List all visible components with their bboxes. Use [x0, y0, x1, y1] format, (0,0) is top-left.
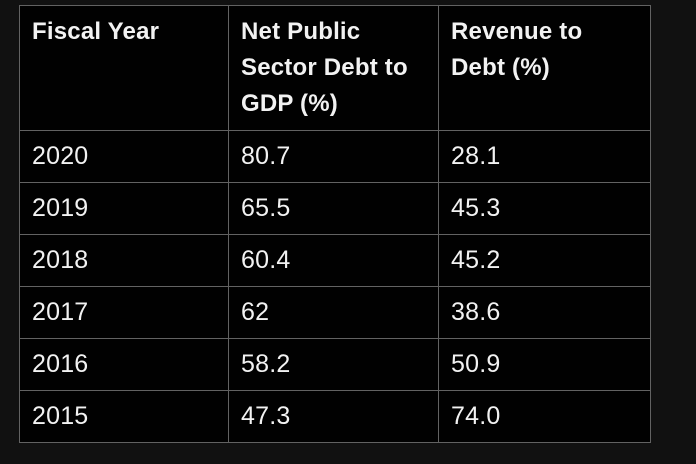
fiscal-year-cell: 2015	[19, 390, 229, 443]
table-body: 2020 80.7 28.1 2019 65.5 45.3 2018 60.4 …	[19, 130, 651, 443]
fiscal-debt-table: Fiscal Year Net Public Sector Debt to GD…	[19, 5, 651, 443]
fiscal-year-cell: 2018	[19, 234, 229, 287]
revenue-to-debt-cell: 28.1	[438, 130, 651, 183]
table-row: 2017 62 38.6	[19, 286, 651, 339]
fiscal-year-cell: 2016	[19, 338, 229, 391]
table-row: 2018 60.4 45.2	[19, 234, 651, 287]
net-debt-to-gdp-cell: 80.7	[228, 130, 439, 183]
fiscal-year-cell: 2017	[19, 286, 229, 339]
revenue-to-debt-cell: 50.9	[438, 338, 651, 391]
net-debt-to-gdp-cell: 58.2	[228, 338, 439, 391]
revenue-to-debt-cell: 38.6	[438, 286, 651, 339]
table-header: Fiscal Year Net Public Sector Debt to GD…	[19, 5, 651, 131]
table-row: 2019 65.5 45.3	[19, 182, 651, 235]
table-row: 2015 47.3 74.0	[19, 390, 651, 443]
revenue-to-debt-cell: 45.3	[438, 182, 651, 235]
table-row: 2016 58.2 50.9	[19, 338, 651, 391]
net-debt-to-gdp-cell: 47.3	[228, 390, 439, 443]
net-debt-to-gdp-cell: 60.4	[228, 234, 439, 287]
net-debt-to-gdp-cell: 62	[228, 286, 439, 339]
fiscal-year-cell: 2019	[19, 182, 229, 235]
net-debt-to-gdp-cell: 65.5	[228, 182, 439, 235]
table-row: 2020 80.7 28.1	[19, 130, 651, 183]
column-header-revenue-to-debt: Revenue to Debt (%)	[438, 5, 651, 131]
revenue-to-debt-cell: 74.0	[438, 390, 651, 443]
column-header-net-debt-to-gdp: Net Public Sector Debt to GDP (%)	[228, 5, 439, 131]
revenue-to-debt-cell: 45.2	[438, 234, 651, 287]
header-row: Fiscal Year Net Public Sector Debt to GD…	[19, 5, 651, 131]
fiscal-year-cell: 2020	[19, 130, 229, 183]
column-header-fiscal-year: Fiscal Year	[19, 5, 229, 131]
